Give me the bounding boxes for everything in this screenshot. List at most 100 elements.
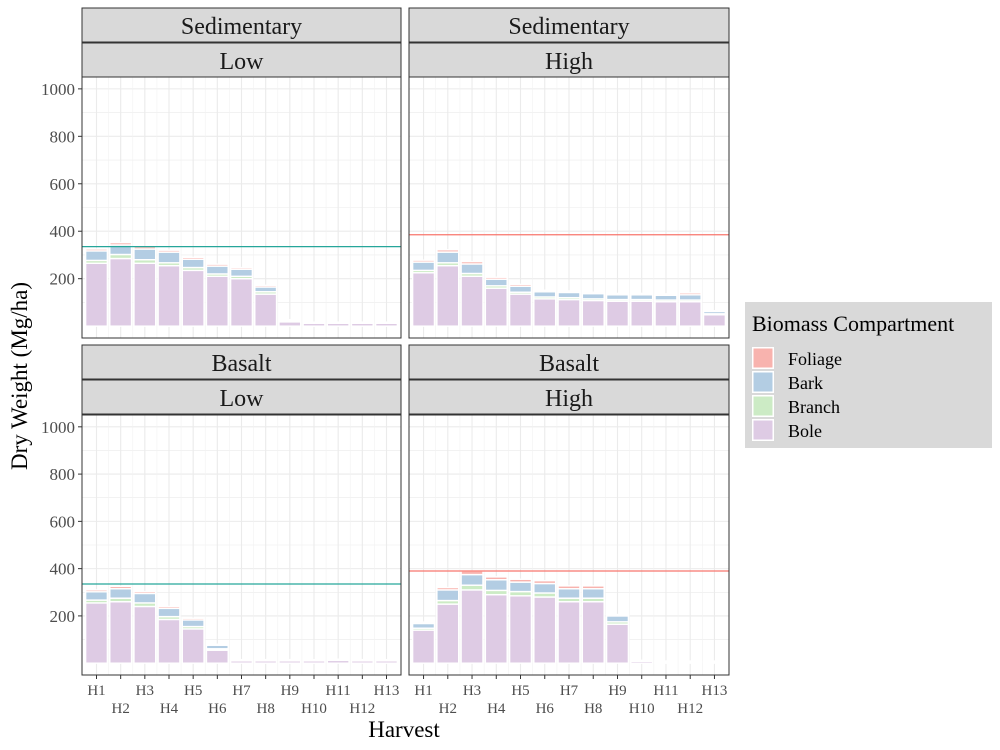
bar-segment-foliage-h4 <box>484 276 508 280</box>
bar-segment-bark-h12 <box>678 294 702 301</box>
bar-segment-foliage-h2 <box>109 241 133 246</box>
x-tick-label: H3 <box>136 683 154 699</box>
x-tick-label: H6 <box>536 701 555 717</box>
facet-strip-intensity <box>408 379 730 415</box>
x-tick-label: H9 <box>608 683 626 699</box>
x-tick-label: H13 <box>702 683 728 699</box>
facet-label-intensity: High <box>545 386 593 412</box>
bar-segment-bole-h11 <box>654 300 678 327</box>
x-tick-label: H12 <box>677 701 703 717</box>
bar-segment-bark-h8 <box>581 292 605 300</box>
bar-segment-foliage-h5 <box>508 283 533 287</box>
bar-segment-bark-h2 <box>436 589 460 602</box>
bar-segment-foliage-h2 <box>436 249 460 253</box>
bar-segment-foliage-h6 <box>533 289 557 293</box>
bar-segment-bark-h2 <box>436 251 460 264</box>
legend: Biomass Compartment Foliage Bark Branch Bol… <box>745 302 992 448</box>
x-tick-label: H6 <box>208 701 227 717</box>
bar-segment-bole-h8 <box>581 601 605 664</box>
panels-layer: Sedimentary Low 200 400 600 800 1000 Sedimentar… <box>41 7 730 717</box>
bar-segment-bole-h9 <box>605 300 630 327</box>
bar-segment-bole-h4 <box>484 593 508 664</box>
x-tick-label: H3 <box>463 683 481 699</box>
bar-segment-bole-h3 <box>460 275 484 327</box>
bar-segment-foliage-h7 <box>557 290 581 294</box>
bar-segment-bark-h4 <box>484 579 508 592</box>
bar-segment-bark-h3 <box>133 248 157 261</box>
bar-segment-foliage-h1 <box>84 589 109 593</box>
bar-segment-bole-h1 <box>411 272 436 327</box>
bar-segment-foliage-h2 <box>109 585 133 590</box>
bar-segment-bole-h5 <box>508 293 533 327</box>
bar-segment-bark-h1 <box>411 622 436 629</box>
x-tick-label: H5 <box>511 683 529 699</box>
bar-segment-bark-h6 <box>533 582 557 594</box>
bar-segment-bole-h13 <box>702 314 727 327</box>
bar-segment-foliage-h4 <box>484 576 508 581</box>
bar-segment-bark-h7 <box>229 268 254 278</box>
facet-label-geology: Sedimentary <box>181 14 302 40</box>
bar-segment-bole-h3 <box>460 589 484 664</box>
facet-strip-geology <box>408 344 730 380</box>
bar-segment-bole-h2 <box>109 601 133 664</box>
facet-label-geology: Sedimentary <box>508 14 629 40</box>
bar-segment-bark-h2 <box>109 588 133 599</box>
facet-label-geology: Basalt <box>212 351 272 377</box>
bar-segment-bark-h7 <box>557 291 581 299</box>
bar-segment-bole-h3 <box>133 605 157 664</box>
x-tick-label: H8 <box>256 701 274 717</box>
facet-label-intensity: Low <box>220 386 265 412</box>
bar-segment-bark-h8 <box>581 588 605 599</box>
bar-segment-bole-h8 <box>254 293 278 327</box>
bar-segment-bole-h4 <box>157 264 181 327</box>
legend-label-branch: Branch <box>788 397 840 417</box>
y-axis-title: Dry Weight (Mg/ha) <box>7 282 32 470</box>
bar-segment-bark-h1 <box>84 591 109 601</box>
legend-swatch-foliage <box>752 347 774 369</box>
legend-swatch-bole <box>752 419 774 441</box>
bar-segment-foliage-h9 <box>605 613 630 617</box>
legend-items: Foliage Bark Branch Bole <box>752 347 842 441</box>
legend-background <box>745 302 992 448</box>
bar-segment-bole-h6 <box>205 649 229 664</box>
bar-segment-bark-h3 <box>133 592 157 604</box>
facet-strip-geology <box>408 7 730 43</box>
x-tick-label: H9 <box>281 683 299 699</box>
bar-segment-bark-h10 <box>630 294 654 301</box>
x-tick-label: H1 <box>414 683 432 699</box>
x-tick-label: H13 <box>374 683 400 699</box>
bar-segment-bark-h4 <box>157 607 181 618</box>
bar-segment-bole-h6 <box>205 275 229 327</box>
bar-segment-bark-h9 <box>605 294 630 301</box>
bar-segment-bole-h6 <box>533 596 557 664</box>
panel-sedimentary-low: Sedimentary Low 200 400 600 800 1000 <box>41 7 402 339</box>
x-tick-label: H10 <box>629 701 655 717</box>
bar-segment-bark-h9 <box>605 615 630 623</box>
facet-label-intensity: Low <box>220 49 265 75</box>
bar-segment-bark-h4 <box>157 251 181 264</box>
facet-strip-intensity <box>408 42 730 78</box>
x-axis-title: Harvest <box>368 717 440 742</box>
bar-segment-bole-h3 <box>133 262 157 327</box>
y-tick-label: 200 <box>50 270 76 289</box>
bar-segment-bark-h8 <box>254 286 278 293</box>
facet-label-intensity: High <box>545 49 593 75</box>
x-tick-label: H4 <box>160 701 179 717</box>
panel-basalt-low: Basalt Low 200 400 600 800 1000 H1 H2 H3 H4 H5 H6 H7 H… <box>41 344 402 717</box>
y-tick-label: 1000 <box>41 418 75 437</box>
y-tick-label: 600 <box>50 175 76 194</box>
bar-segment-foliage-h8 <box>581 291 605 295</box>
y-tick-label: 800 <box>50 465 76 484</box>
bar-segment-foliage-h12 <box>678 292 702 296</box>
bar-segment-bole-h2 <box>436 264 460 327</box>
bar-segment-foliage-h1 <box>84 248 109 252</box>
bar-segment-foliage-h5 <box>508 578 533 583</box>
y-tick-label: 400 <box>50 560 76 579</box>
bar-segment-foliage-h6 <box>205 643 229 646</box>
legend-label-bark: Bark <box>788 373 823 393</box>
bar-segment-bark-h4 <box>484 278 508 287</box>
legend-label-bole: Bole <box>788 421 822 441</box>
x-tick-label: H2 <box>439 701 457 717</box>
bar-segment-foliage-h8 <box>581 585 605 590</box>
x-tick-label: H12 <box>349 701 375 717</box>
